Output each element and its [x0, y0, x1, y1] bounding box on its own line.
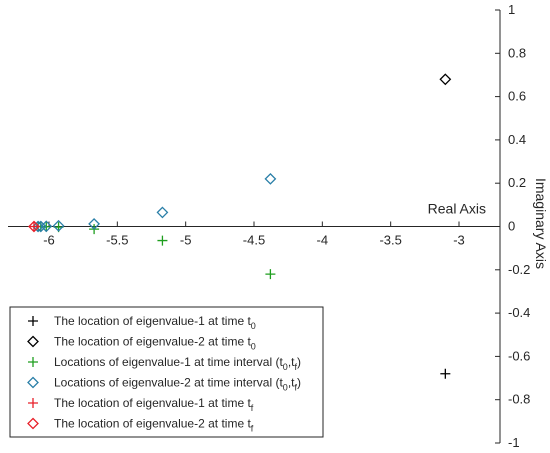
- eigenvalue-2-point: [264, 172, 277, 185]
- x-tick-label: -4.5: [243, 233, 265, 248]
- x-axis-label: Real Axis: [428, 201, 486, 217]
- legend-box: [9, 306, 324, 438]
- eigenvalue-2-point: [32, 220, 44, 233]
- legend-diamond-icon: [27, 376, 39, 389]
- x-tick-label: -4: [317, 233, 329, 248]
- y-tick-label: 0: [508, 219, 515, 234]
- x-tick-label: -6: [43, 233, 55, 248]
- legend-entry: Locations of eigenvalue-1 at time interv…: [54, 355, 301, 372]
- y-tick-label: -0.4: [508, 305, 530, 320]
- legend: The location of eigenvalue-1 at time t0 T…: [9, 306, 324, 438]
- y-tick-label: 0.6: [508, 89, 526, 104]
- eigenvalue-2-point: [40, 220, 53, 233]
- y-tick-label: -0.8: [508, 392, 530, 407]
- legend-entry: Locations of eigenvalue-2 at time interv…: [54, 376, 301, 393]
- legend-entry: The location of eigenvalue-2 at time tf: [54, 417, 254, 434]
- eigenvalue-2-point: [52, 219, 65, 232]
- y-tick-label: 1: [508, 2, 515, 17]
- legend-plus-icon: [28, 398, 38, 408]
- data-marks: [28, 73, 452, 379]
- y-tick-label: 0.8: [508, 45, 526, 60]
- y-tick-label: -0.2: [508, 262, 530, 277]
- x-tick-label: -3.5: [379, 233, 401, 248]
- eigenvalue-2-point: [88, 217, 101, 230]
- legend-diamond-icon: [27, 417, 39, 430]
- eigenvalue-2-point: [28, 220, 40, 233]
- legend-entry: The location of eigenvalue-1 at time tf: [54, 396, 254, 413]
- x-tick-label: -3: [453, 233, 465, 248]
- x-tick-label: -5.5: [106, 233, 128, 248]
- y-axis-label: Imaginary Axis: [533, 178, 549, 269]
- eigenvalue-2-point: [439, 73, 452, 86]
- legend-entry: The location of eigenvalue-2 at time t0: [54, 335, 256, 352]
- x-tick-label: -5: [180, 233, 192, 248]
- y-tick-label: 0.2: [508, 175, 526, 190]
- eigenvalue-2-point: [156, 206, 169, 219]
- y-tick-label: 0.4: [508, 132, 526, 147]
- legend-entry: The location of eigenvalue-1 at time t0: [54, 314, 256, 331]
- eigenvalue-1-point: [265, 269, 276, 280]
- legend-plus-icon: [28, 357, 38, 367]
- eigenvalue-1-point: [157, 235, 168, 246]
- legend-diamond-icon: [27, 335, 39, 348]
- legend-plus-icon: [28, 316, 38, 326]
- eigenvalue-1-point: [28, 221, 39, 232]
- ticks: -6 -5.5 -5 -4.5 -4 -3.5 -3 -1 -0.8 -0.6 -0.4 -0.2 0 0…: [43, 2, 530, 450]
- y-tick-label: -1: [508, 435, 520, 450]
- eigenvalue-1-point: [440, 368, 451, 379]
- y-tick-label: -0.6: [508, 348, 530, 363]
